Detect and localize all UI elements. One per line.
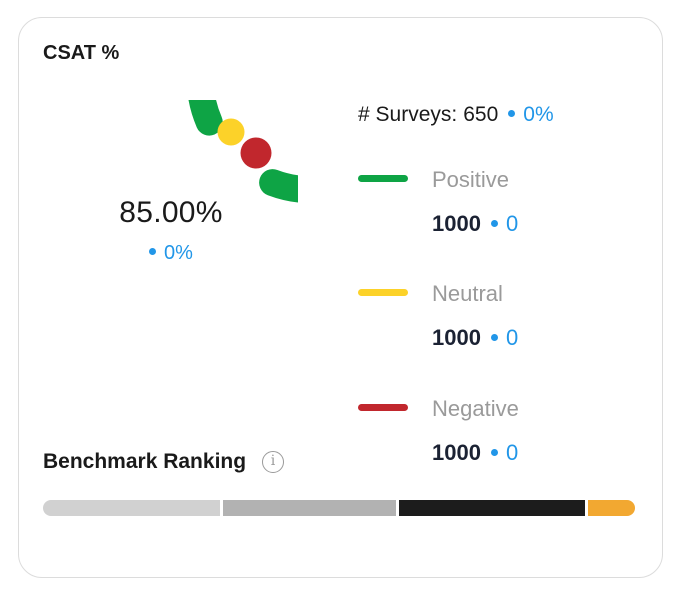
benchmark-segment-1 xyxy=(43,500,220,516)
neutral-delta-value: 0 xyxy=(505,325,519,350)
benchmark-segment-3 xyxy=(399,500,585,516)
negative-delta: 0 xyxy=(490,440,519,465)
surveys-delta: 0% xyxy=(508,103,554,126)
neutral-dot xyxy=(217,118,245,146)
negative-delta-value: 0 xyxy=(505,440,519,465)
card-title: CSAT % xyxy=(43,42,120,64)
positive-delta-value: 0 xyxy=(505,211,519,236)
surveys-count: 650 xyxy=(463,103,499,126)
negative-legend-swatch xyxy=(358,404,408,411)
csat-percentage: 85.00% xyxy=(119,196,223,229)
benchmark-segment-2 xyxy=(223,500,396,516)
delta-dot-icon xyxy=(490,333,498,341)
positive-legend-swatch xyxy=(358,175,408,182)
positive-delta: 0 xyxy=(490,211,519,236)
negative-legend-value: 1000 0 xyxy=(432,440,518,466)
neutral-legend-value: 1000 0 xyxy=(432,325,518,351)
benchmark-title: Benchmark Ranking xyxy=(43,450,247,473)
surveys-label: # Surveys: xyxy=(358,103,458,126)
neutral-count: 1000 xyxy=(432,325,481,350)
negative-dot xyxy=(240,137,272,169)
csat-delta: 0% xyxy=(44,242,298,265)
neutral-legend-swatch xyxy=(358,289,408,296)
csat-donut-chart xyxy=(188,100,298,203)
csat-delta-value: 0% xyxy=(164,242,193,264)
positive-legend-value: 1000 0 xyxy=(432,211,518,237)
neutral-legend-label: Neutral xyxy=(432,281,503,306)
delta-dot-icon xyxy=(490,448,498,456)
positive-count: 1000 xyxy=(432,211,481,236)
surveys-delta-value: 0% xyxy=(523,103,554,126)
neutral-delta: 0 xyxy=(490,325,519,350)
benchmark-segment-4 xyxy=(588,500,635,516)
csat-card xyxy=(18,17,663,578)
negative-count: 1000 xyxy=(432,440,481,465)
info-icon[interactable]: i xyxy=(262,451,284,473)
delta-dot-icon xyxy=(508,109,516,117)
delta-dot-icon xyxy=(149,248,157,256)
delta-dot-icon xyxy=(490,219,498,227)
surveys-summary: # Surveys: 650 0% xyxy=(358,103,554,127)
positive-legend-label: Positive xyxy=(432,167,510,192)
negative-legend-label: Negative xyxy=(432,396,519,421)
